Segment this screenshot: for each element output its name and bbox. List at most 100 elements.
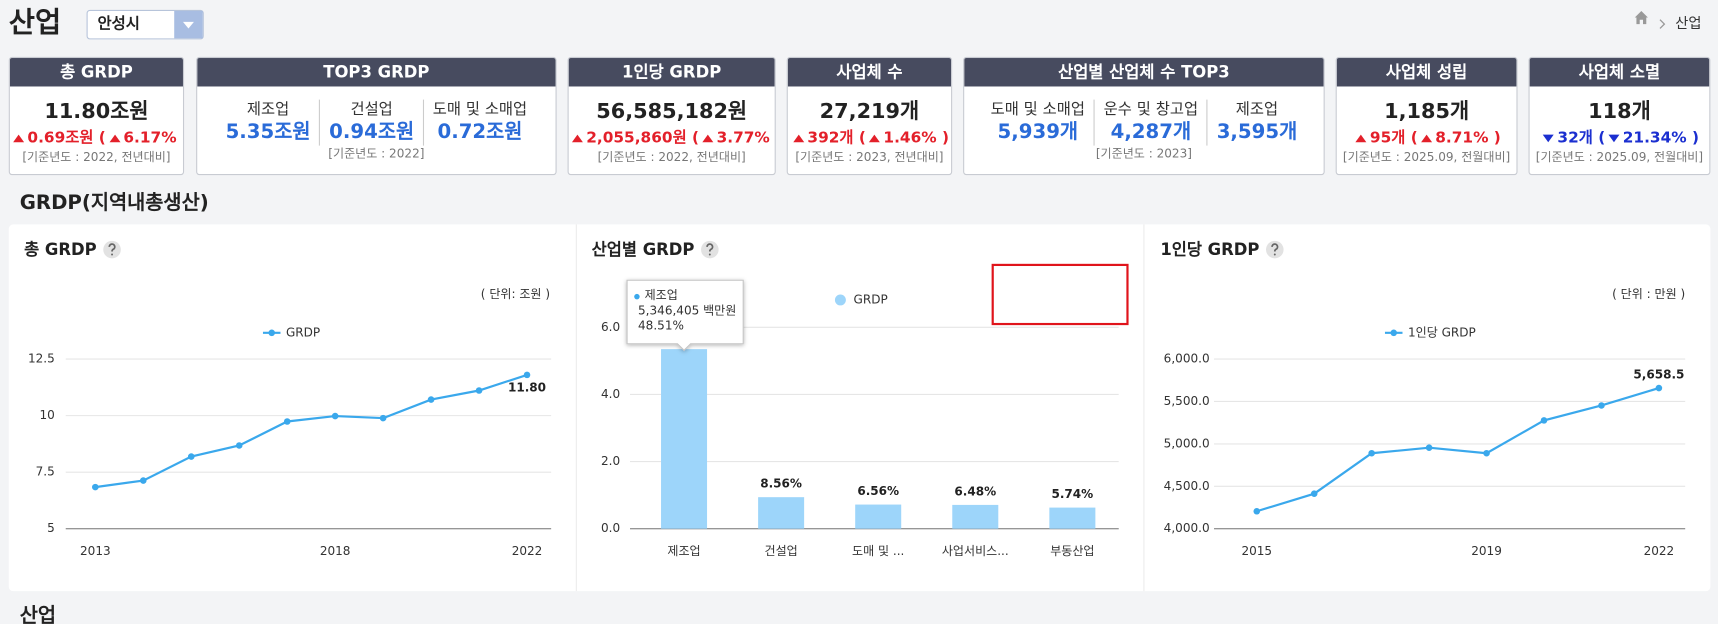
breadcrumb: 산업 (1675, 15, 1701, 32)
kpi-card: 사업체 소멸 118개 32개 (21.34% ) [기준년도 : 2025.09, … (1528, 56, 1711, 176)
y-tick-label: 5,000.0 (1164, 436, 1210, 450)
kpi-card: TOP3 GRDP 제조업 5.35조원 건설업 0.94조원 도매 및 소매업 0.72조… (196, 56, 557, 176)
home-icon[interactable] (1634, 10, 1648, 25)
y-tick-label: 4.0 (601, 387, 620, 401)
top3-item: 제조업 3,595개 (1206, 99, 1306, 146)
x-tick-label: 사업서비스... (942, 544, 1009, 558)
data-line (1256, 386, 1660, 513)
data-point (140, 477, 147, 484)
data-point (1310, 490, 1318, 497)
change-arrow (793, 134, 805, 142)
x-tick-label: 2015 (1241, 544, 1272, 558)
data-point (283, 418, 291, 425)
change-arrow (1355, 134, 1367, 142)
kpi-value: 56,585,182원 (596, 99, 748, 124)
data-point (427, 396, 435, 403)
change-amount: 2,055,860원 ( (586, 129, 700, 147)
top3-list: 제조업 5.35조원 건설업 0.94조원 도매 및 소매업 0.72조원 (197, 99, 555, 146)
data-point (1368, 449, 1375, 457)
data-point (187, 453, 195, 460)
y-tick-label: 0.0 (601, 521, 620, 535)
top3-item: 도매 및 소매업 0.72조원 (422, 99, 536, 146)
kpi-title: TOP3 GRDP (197, 58, 556, 87)
top3-value: 0.94조원 (329, 120, 415, 144)
change-amount: 0.69조원 ( (27, 129, 106, 147)
y-tick-label: 4,000.0 (1164, 521, 1210, 535)
x-tick-label: 2022 (1644, 544, 1675, 558)
change-arrow (702, 134, 714, 142)
region-select[interactable]: 안성시 (86, 9, 204, 40)
change-percent: 6.17% ) (123, 129, 185, 147)
data-point (523, 371, 531, 379)
kpi-change: 2,055,860원 (3.77% ) (569, 127, 775, 149)
kpi-title: 사업체 성립 (1336, 58, 1517, 87)
tooltip-share: 48.51% (638, 319, 684, 333)
x-tick-label: 제조업 (667, 544, 700, 558)
kpi-title: 산업별 산업체 수 TOP3 (964, 58, 1324, 87)
data-label: 5,658.5 (1633, 367, 1684, 381)
section-title: GRDP(지역내총생산) (20, 191, 209, 214)
top3-list: 도매 및 소매업 5,939개 운수 및 창고업 4,287개 제조업 3,595개 (964, 99, 1323, 146)
section-title: 산업 (20, 604, 56, 624)
change-percent: 1.46% ) (883, 129, 949, 147)
data-point (1425, 444, 1433, 452)
kpi-title: 사업체 수 (787, 58, 952, 87)
y-tick-label: 10 (39, 408, 54, 422)
y-tick-label: 6.0 (601, 320, 620, 334)
kpi-note: [기준년도 : 2022] (328, 146, 425, 161)
y-tick-label: 7.5 (36, 465, 55, 479)
kpi-note: [기준년도 : 2023] (1095, 146, 1192, 161)
change-arrow (109, 134, 121, 142)
x-tick-label: 2018 (320, 544, 351, 558)
kpi-change: 0.69조원 ( 6.17% ) (10, 127, 183, 149)
share-label: 6.56% (857, 484, 899, 498)
tooltip-dot (634, 293, 640, 300)
top3-value: 4,287개 (1110, 120, 1192, 144)
kpi-card: 총 GRDP 11.80조원 0.69조원 (6.17% ) [기준년도 : 2022… (8, 56, 185, 176)
y-tick-label: 4,500.0 (1164, 479, 1210, 493)
tooltip-title: 제조업 (645, 288, 678, 302)
region-value[interactable]: 안성시 (97, 15, 140, 33)
kpi-change: 392개 ( 1.46% ) (788, 127, 951, 149)
highlight-box (991, 263, 1129, 326)
change-arrow (1608, 134, 1620, 142)
x-tick-label: 2022 (512, 544, 543, 558)
kpi-note: [기준년도 : 2025.09, 전월대비] (1535, 149, 1704, 165)
data-point (1253, 507, 1261, 515)
change-arrow (13, 134, 25, 142)
data-point (1483, 449, 1490, 457)
help-glyph-dot (708, 253, 711, 256)
change-amount: 32개 ( (1557, 129, 1606, 147)
legend-label: 1인당 GRDP (1408, 325, 1476, 339)
kpi-note: [기준년도 : 2023, 전년대비] (795, 149, 944, 165)
data-line (95, 373, 528, 489)
bar (661, 349, 708, 529)
kpi-value: 1,185개 (1384, 99, 1470, 124)
unit-label: ( 단위 : 만원 ) (1612, 287, 1685, 301)
breadcrumb-separator (1659, 19, 1666, 29)
data-label: 11.80 (508, 381, 546, 395)
x-tick-label: 2013 (80, 544, 111, 558)
top3-label: 도매 및 소매업 (432, 100, 528, 119)
data-point (1540, 417, 1548, 424)
data-point (475, 387, 483, 394)
data-point (235, 442, 243, 449)
help-glyph (1271, 243, 1279, 252)
top3-item: 도매 및 소매업 5,939개 (982, 100, 1094, 146)
change-amount: 392개 ( (807, 129, 866, 147)
y-tick-label: 5 (47, 521, 55, 535)
legend-label: GRDP (286, 325, 320, 339)
y-tick-label: 2.0 (601, 454, 620, 468)
bar (952, 504, 999, 529)
change-amount: 95개 ( (1369, 129, 1418, 147)
kpi-card: 산업별 산업체 수 TOP3 도매 및 소매업 5,939개 운수 및 창고업 4,28… (963, 56, 1325, 176)
change-percent: 8.71% ) (1435, 129, 1501, 147)
kpi-note: [기준년도 : 2022, 전년대비] (597, 149, 746, 165)
top3-item: 운수 및 창고업 4,287개 (1093, 99, 1207, 146)
top3-value: 3,595개 (1216, 120, 1298, 144)
kpi-value: 118개 (1588, 99, 1651, 124)
dropdown-button[interactable] (174, 10, 203, 39)
top3-item: 건설업 0.94조원 (319, 99, 423, 146)
x-tick-label: 도매 및 ... (852, 544, 904, 558)
